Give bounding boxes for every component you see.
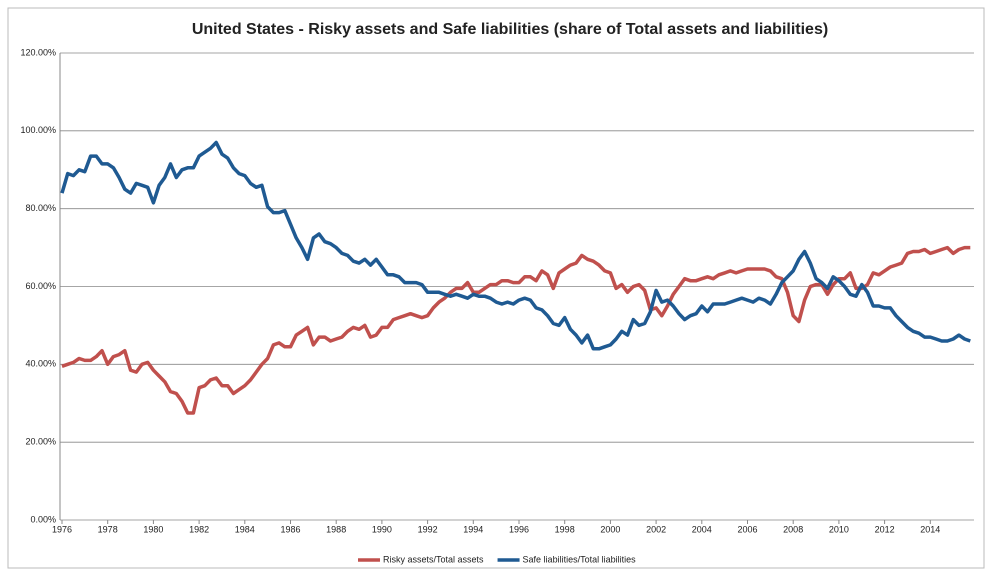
x-tick-label: 1984: [235, 524, 255, 534]
x-tick-label: 1990: [372, 524, 392, 534]
x-tick-label: 2012: [875, 524, 895, 534]
x-tick-label: 1992: [418, 524, 438, 534]
y-tick-label: 40.00%: [25, 359, 56, 369]
y-tick-label: 100.00%: [20, 125, 56, 135]
y-tick-label: 120.00%: [20, 47, 56, 57]
y-tick-label: 80.00%: [25, 203, 56, 213]
x-tick-label: 1988: [326, 524, 346, 534]
x-tick-label: 2004: [692, 524, 712, 534]
chart-title: United States - Risky assets and Safe li…: [192, 21, 828, 38]
x-tick-label: 2006: [737, 524, 757, 534]
legend-label: Safe liabilities/Total liabilities: [523, 554, 637, 564]
x-tick-label: 2010: [829, 524, 849, 534]
x-tick-label: 1980: [143, 524, 163, 534]
y-tick-label: 20.00%: [25, 437, 56, 447]
x-tick-label: 1982: [189, 524, 209, 534]
x-tick-label: 2000: [600, 524, 620, 534]
chart-frame: [7, 7, 985, 569]
series-line: [60, 140, 971, 351]
x-tick-label: 2008: [783, 524, 803, 534]
x-tick-label: 2002: [646, 524, 666, 534]
x-tick-label: 2014: [920, 524, 940, 534]
x-tick-label: 1996: [509, 524, 529, 534]
y-tick-label: 0.00%: [30, 514, 56, 524]
x-tick-label: 1998: [555, 524, 575, 534]
x-tick-label: 1994: [463, 524, 483, 534]
legend-label: Risky assets/Total assets: [383, 554, 484, 564]
x-tick-label: 1978: [98, 524, 118, 534]
series-line: [61, 245, 971, 415]
y-tick-label: 60.00%: [25, 281, 56, 291]
x-tick-label: 1976: [52, 524, 72, 534]
x-tick-label: 1986: [280, 524, 300, 534]
